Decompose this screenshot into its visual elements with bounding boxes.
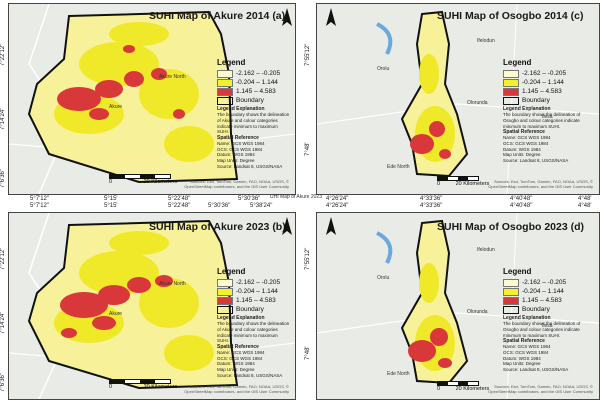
legend-row: -0.204 – 1.144: [217, 288, 280, 297]
attribution: Sources: Esri, TomTom, Garmin, FAO, NOAA…: [184, 384, 289, 394]
akure-2023-map: [9, 213, 295, 399]
y-tick: 7°55'12": [305, 43, 311, 66]
x-tick: 4°33'36": [420, 203, 443, 209]
x-tick: 5°38'24": [250, 203, 273, 209]
x-tick: 5°22'48": [168, 203, 191, 209]
place-label: Olorunda: [467, 100, 488, 106]
place-label: Ede North: [387, 371, 410, 377]
legend-title: Legend: [217, 58, 246, 67]
legend-row: Boundary: [503, 97, 566, 106]
place-label: Akure: [109, 104, 123, 110]
x-tick: 4°48': [578, 196, 592, 202]
legend-explanation: Legend Explanation The boundary shows the…: [217, 106, 290, 169]
akure-2014-map: [9, 4, 295, 194]
legend-row: 1.145 – 4.583: [503, 88, 566, 97]
y-tick: 7°14'24": [0, 107, 6, 130]
place-label: Orolu: [377, 66, 390, 72]
x-tick: 5°15': [104, 203, 118, 209]
place-label: Ilesa: [542, 323, 553, 329]
y-tick: 7°48': [305, 142, 311, 156]
legend-row: -2.162 – -0.205: [217, 279, 280, 288]
x-tick: 4°40'48": [510, 203, 533, 209]
legend-row: -0.204 – 1.144: [503, 288, 566, 297]
place-label: Akure North: [159, 74, 186, 80]
legend-row: -2.162 – -0.205: [503, 279, 566, 288]
legend-title: Legend: [503, 267, 532, 276]
legend-row: -2.162 – -0.205: [503, 70, 566, 79]
x-tick: 4°40'48": [510, 196, 533, 202]
map-panel-akure-2023: SUHI Map of Akure 2023 (b) Akure North A…: [8, 212, 296, 400]
scale-bar: 0 20 Kilometers: [437, 381, 489, 392]
legend: Legend -2.162 – -0.205 -0.204 – 1.144 1.…: [503, 267, 566, 316]
y-tick: 7°48': [305, 346, 311, 360]
legend-row: 1.145 – 4.583: [503, 297, 566, 306]
x-tick: 4°33'36": [420, 196, 443, 202]
attribution: Sources: Esri, TomTom, Garmin, FAO, NOAA…: [184, 179, 289, 189]
scale-bar: 0 20 Kilometers: [109, 379, 177, 390]
legend: Legend -2.162 – -0.205 -0.204 – 1.144 1.…: [503, 58, 566, 107]
map-title: SUHI Map of Osogbo 2023 (d): [437, 221, 585, 233]
place-label: Ifelodun: [477, 247, 495, 253]
north-arrow-icon: [281, 217, 293, 235]
y-tick: 7°22'12": [0, 43, 6, 66]
x-tick: 5°7'12": [30, 196, 50, 202]
legend-explanation: Legend Explanation The boundary shows the…: [217, 315, 290, 378]
y-tick: 7°6'36": [0, 372, 6, 392]
legend-explanation: Legend Explanation The boundary shows the…: [503, 315, 581, 372]
legend: Legend -2.162 – -0.205 -0.204 – 1.144 1.…: [217, 58, 280, 107]
legend-title: Legend: [503, 58, 532, 67]
attribution: Sources: Esri, TomTom, Garmin, FAO, NOAA…: [488, 179, 593, 189]
y-tick: 7°55'12": [305, 247, 311, 270]
scale-bar: 0 20 Kilometers: [109, 174, 177, 185]
north-arrow-icon: [325, 217, 337, 235]
x-tick: 5°15': [104, 196, 118, 202]
map-panel-osogbo-2014: SUHI Map of Osogbo 2014 (c) Orolu Ifelod…: [316, 3, 600, 195]
map-panel-osogbo-2023: SUHI Map of Osogbo 2023 (d) Orolu Ifelod…: [316, 212, 600, 400]
map-title: SUHI Map of Akure 2023 (b): [149, 221, 286, 233]
legend-row: -0.204 – 1.144: [217, 79, 280, 88]
north-arrow-icon: [325, 8, 337, 26]
y-tick: 7°6'36": [0, 168, 6, 188]
legend-row: Boundary: [503, 306, 566, 315]
x-tick: 4°48': [578, 203, 592, 209]
legend-row: Boundary: [217, 306, 280, 315]
place-label: Ifelodun: [477, 38, 495, 44]
attribution: Sources: Esri, TomTom, Garmin, FAO, NOAA…: [488, 384, 593, 394]
legend-row: 1.145 – 4.583: [217, 297, 280, 306]
x-tick: 4°26'24": [326, 203, 349, 209]
x-tick: 5°30'36": [208, 203, 231, 209]
place-label: Orolu: [377, 275, 390, 281]
legend: Legend -2.162 – -0.205 -0.204 – 1.144 1.…: [217, 267, 280, 316]
legend-row: -2.162 – -0.205: [217, 70, 280, 79]
center-caption: UHI Map of Akure 2023: [270, 194, 322, 200]
map-panel-akure-2014: SUHI Map of Akure 2014 (a) Akure North A…: [8, 3, 296, 195]
place-label: Ilesa: [542, 114, 553, 120]
legend-explanation: Legend Explanation The boundary shows the…: [503, 106, 581, 163]
north-arrow-icon: [281, 8, 293, 26]
legend-title: Legend: [217, 267, 246, 276]
place-label: Akure: [109, 311, 123, 317]
x-tick: 4°26'24": [326, 196, 349, 202]
place-label: Ede North: [387, 164, 410, 170]
y-tick: 7°22'12": [0, 247, 6, 270]
osogbo-2014-map: [317, 4, 599, 194]
place-label: Akure North: [159, 281, 186, 287]
x-tick: 5°7'12": [30, 203, 50, 209]
legend-row: 1.145 – 4.583: [217, 88, 280, 97]
map-title: SUHI Map of Osogbo 2014 (c): [437, 10, 584, 22]
map-title: SUHI Map of Akure 2014 (a): [149, 10, 286, 22]
place-label: Olorunda: [467, 309, 488, 315]
legend-row: -0.204 – 1.144: [503, 79, 566, 88]
scale-bar: 0 20 Kilometers: [437, 176, 489, 187]
osogbo-2023-map: [317, 213, 599, 399]
legend-row: Boundary: [217, 97, 280, 106]
x-tick: 5°22'48": [168, 196, 191, 202]
x-tick: 5°30'36": [238, 196, 261, 202]
y-tick: 7°14'24": [0, 311, 6, 334]
